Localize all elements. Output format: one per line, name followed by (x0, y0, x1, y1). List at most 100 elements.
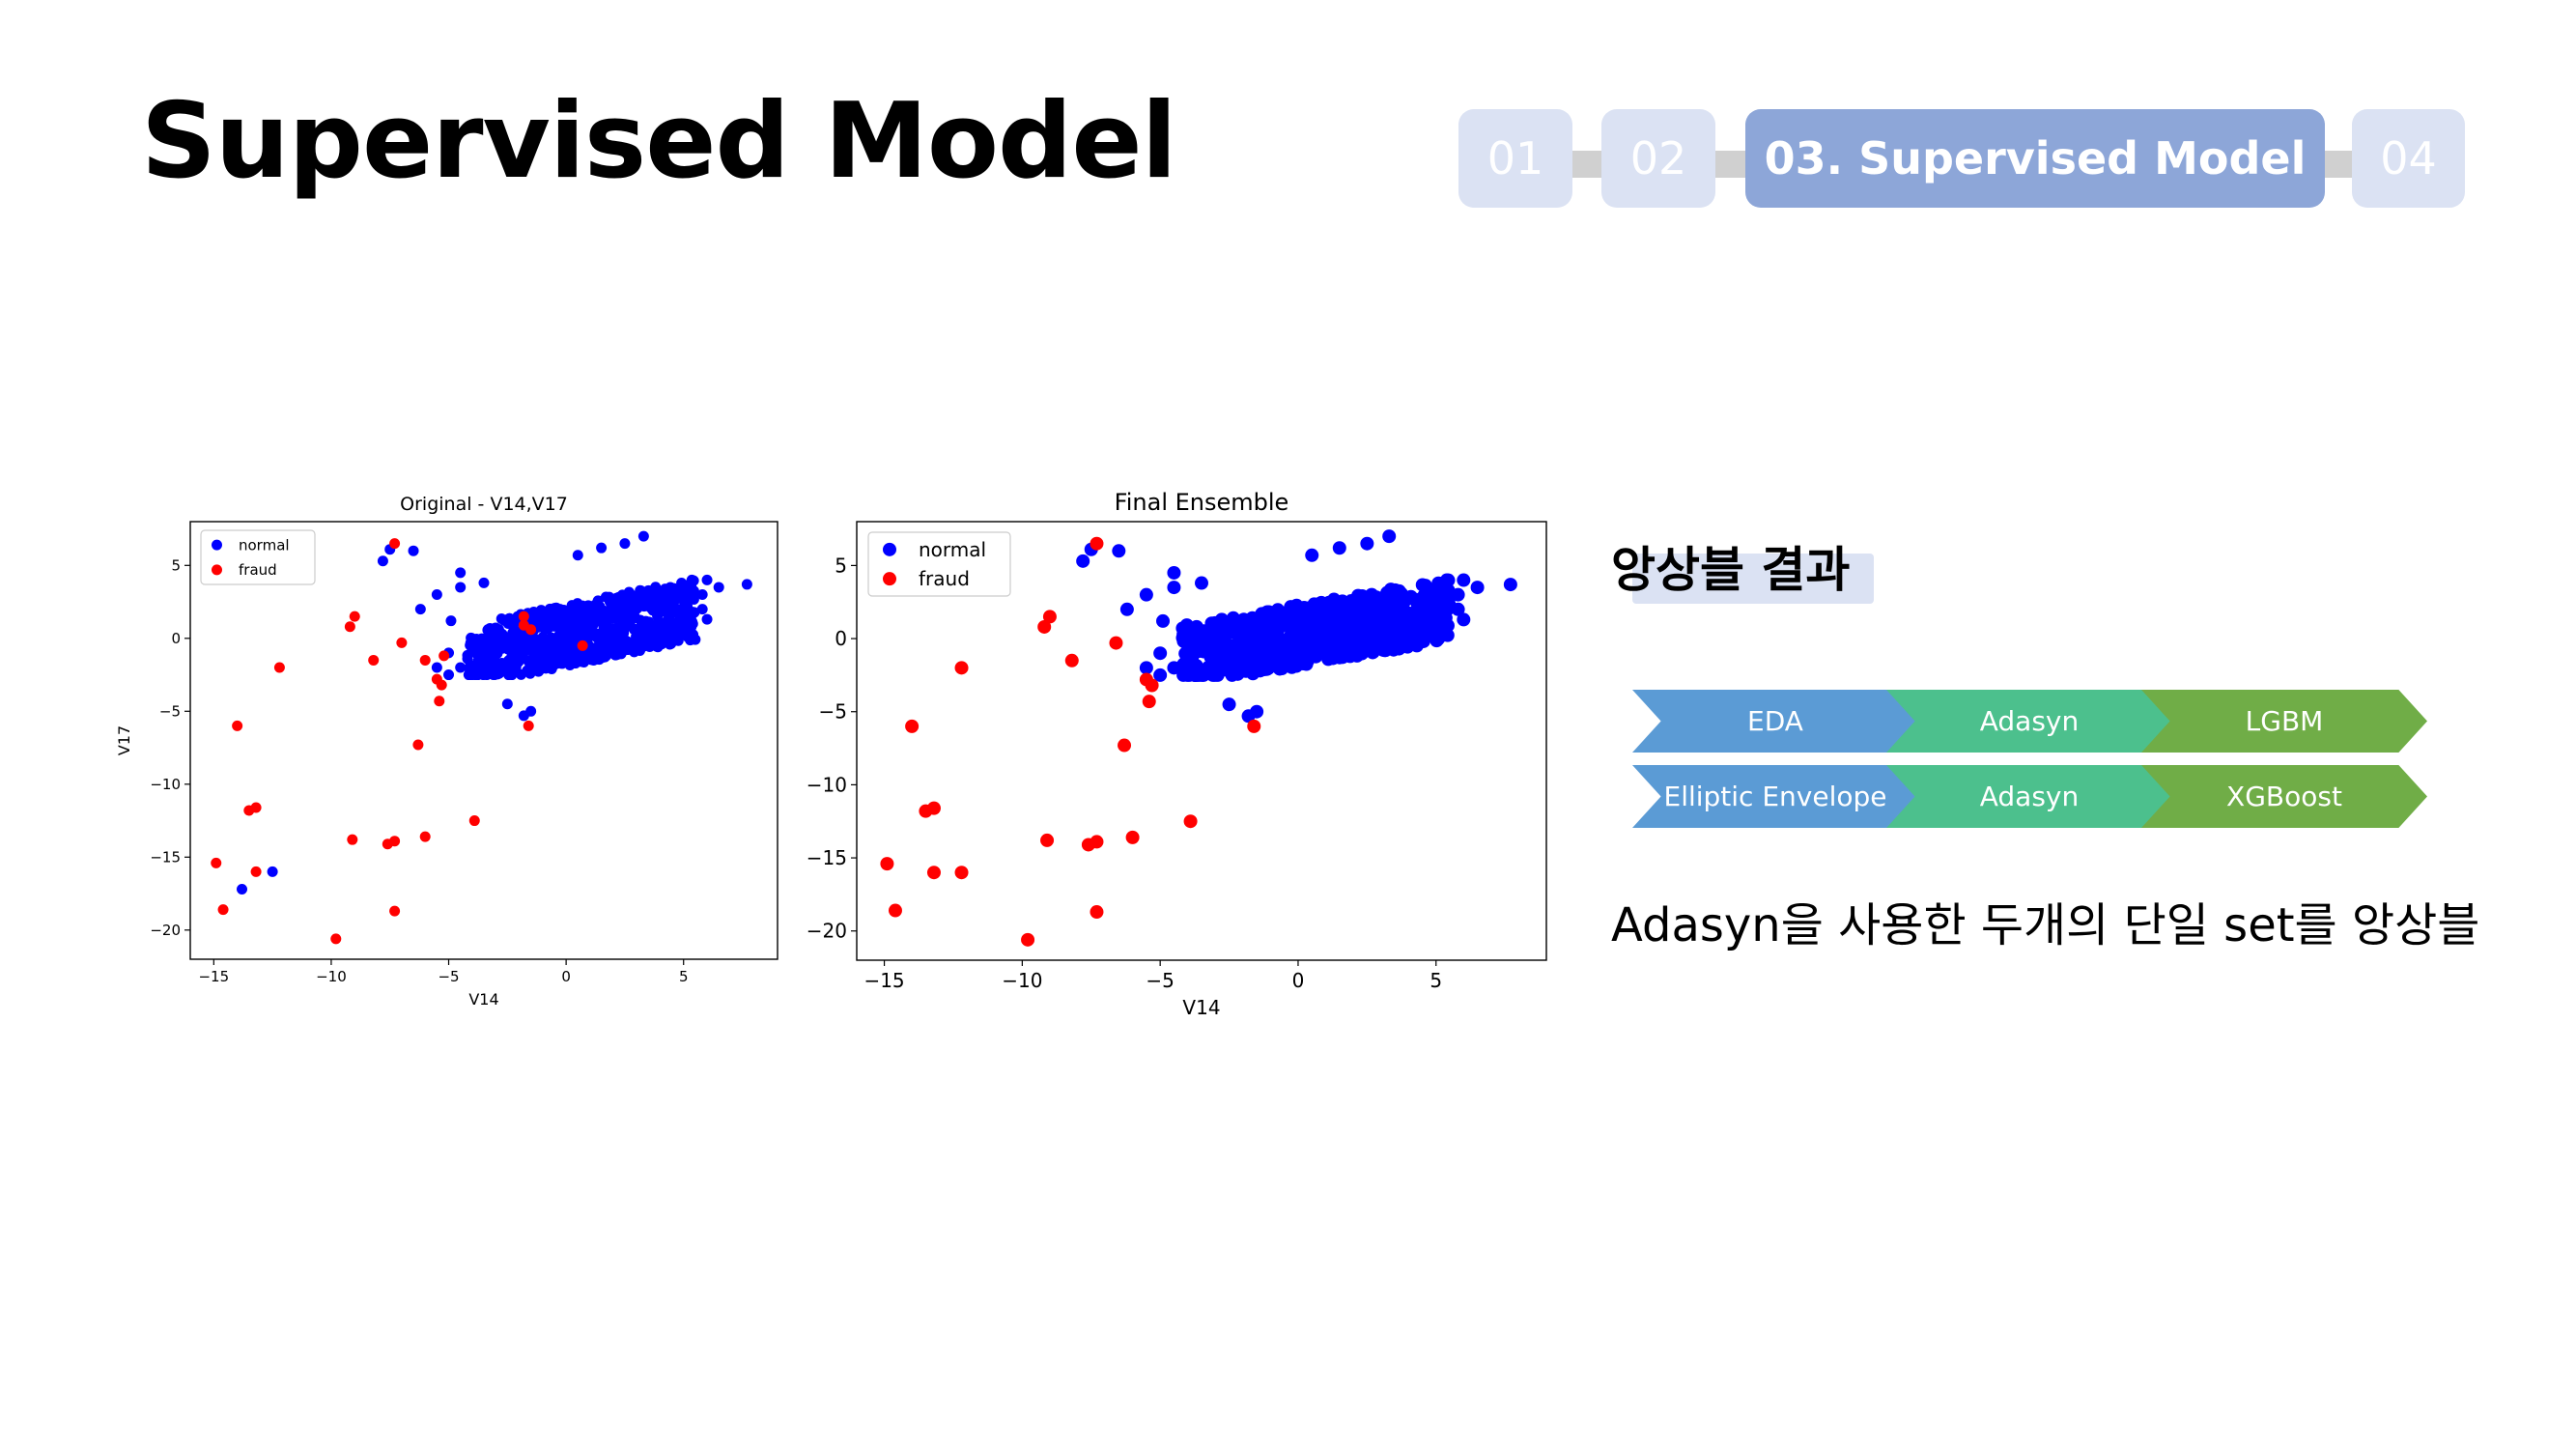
data-point-normal (631, 631, 642, 642)
data-point-normal (614, 647, 626, 659)
data-point-normal (682, 601, 694, 612)
data-point-normal (501, 698, 513, 710)
data-point-fraud (1042, 610, 1057, 624)
data-point-normal (455, 662, 467, 673)
data-point-fraud (412, 739, 424, 751)
data-point-normal (455, 582, 467, 593)
data-point-normal (507, 650, 519, 662)
data-point-normal (1299, 657, 1314, 671)
y-tick-label: −5 (159, 703, 181, 721)
data-point-normal (1332, 541, 1346, 555)
data-point-fraud (330, 933, 342, 945)
legend-label-fraud: fraud (919, 567, 970, 590)
data-point-normal (495, 613, 507, 625)
data-point-normal (1350, 647, 1365, 662)
data-point-normal (653, 638, 665, 649)
data-point-normal (609, 632, 621, 643)
data-point-normal (688, 586, 699, 598)
data-point-normal (507, 635, 519, 646)
data-point-normal (604, 591, 615, 603)
data-point-fraud (211, 857, 222, 868)
data-point-fraud (436, 679, 447, 691)
y-tick-label: 5 (835, 554, 847, 577)
data-point-normal (455, 567, 467, 579)
data-point-fraud (577, 639, 588, 651)
data-point-normal (1434, 613, 1449, 628)
data-point-normal (1200, 629, 1214, 643)
chart-legend: normal fraud (867, 531, 1011, 597)
data-point-normal (1260, 605, 1275, 619)
data-point-normal (1439, 585, 1454, 600)
data-point-normal (1250, 704, 1264, 719)
plot-frame (856, 521, 1547, 961)
y-tick-label: −20 (807, 920, 847, 943)
data-point-normal (469, 644, 481, 656)
data-point-fraud (344, 621, 355, 633)
data-point-normal (535, 605, 547, 616)
result-description: Adasyn을 사용한 두개의 단일 set를 앙상블 (1611, 898, 2480, 952)
data-point-normal (1457, 612, 1471, 627)
y-tick-label: −15 (150, 849, 181, 867)
data-point-normal (1359, 634, 1373, 648)
data-point-fraud (273, 662, 285, 673)
data-point-normal (664, 598, 675, 610)
x-tick-label: 0 (561, 968, 571, 985)
y-tick-label: −20 (150, 922, 181, 939)
data-point-normal (635, 590, 646, 602)
scatter-points (880, 529, 1517, 947)
data-point-fraud (1145, 678, 1159, 693)
data-point-normal (581, 615, 593, 627)
data-point-normal (696, 589, 708, 600)
data-point-normal (431, 662, 442, 673)
y-tick-label: −10 (807, 773, 847, 796)
y-tick-label: −15 (807, 846, 847, 869)
step-navigator: 01 02 03. Supervised Model 04 (1458, 109, 2465, 208)
data-point-normal (1397, 624, 1411, 639)
data-point-normal (621, 638, 633, 649)
data-point-normal (1363, 607, 1377, 621)
data-point-normal (1345, 607, 1359, 621)
data-point-normal (1359, 591, 1373, 606)
data-point-normal (1319, 610, 1334, 624)
data-point-normal (525, 705, 537, 717)
data-point-normal (1298, 617, 1313, 632)
data-point-normal (696, 604, 708, 615)
data-point-normal (594, 639, 606, 650)
data-point-fraud (396, 637, 408, 648)
x-tick-label: −5 (438, 968, 459, 985)
data-point-normal (596, 606, 608, 617)
nav-step-02[interactable]: 02 (1601, 109, 1715, 208)
data-point-normal (1286, 640, 1300, 655)
data-point-normal (445, 615, 457, 627)
legend-marker-normal (883, 542, 896, 556)
pipeline-step: Adasyn (1886, 690, 2172, 753)
data-point-normal (1279, 654, 1293, 668)
data-point-normal (669, 617, 681, 629)
data-point-normal (637, 530, 649, 542)
y-axis-label: V17 (115, 725, 133, 755)
page-title: Supervised Model (141, 81, 1177, 202)
series-fraud (211, 538, 588, 945)
data-point-normal (1252, 660, 1266, 674)
legend-label-fraud: fraud (239, 561, 277, 579)
result-title-highlight (1632, 554, 1874, 604)
data-point-normal (617, 600, 629, 611)
y-tick-label: 5 (171, 557, 181, 575)
data-point-normal (488, 651, 499, 663)
data-point-normal (498, 639, 510, 651)
nav-step-04[interactable]: 04 (2352, 109, 2465, 208)
pipeline-step: EDA (1632, 690, 1918, 753)
nav-step-03-active[interactable]: 03. Supervised Model (1745, 109, 2325, 208)
data-point-normal (1381, 633, 1396, 647)
chart-final-ensemble: Final Ensemble −15 −10 −5 0 5 5 0 −5 −10 −15 −20 V14… (807, 489, 1547, 1019)
data-point-normal (601, 650, 612, 662)
data-point-normal (662, 626, 673, 638)
y-tick-label: 0 (171, 630, 181, 647)
legend-marker-fraud (212, 564, 222, 576)
x-tick-label: −15 (198, 968, 229, 985)
data-point-normal (713, 582, 724, 593)
data-point-normal (495, 628, 507, 639)
x-tick-label: −5 (1146, 969, 1174, 992)
x-tick-label: 5 (1430, 969, 1442, 992)
nav-step-01[interactable]: 01 (1458, 109, 1572, 208)
